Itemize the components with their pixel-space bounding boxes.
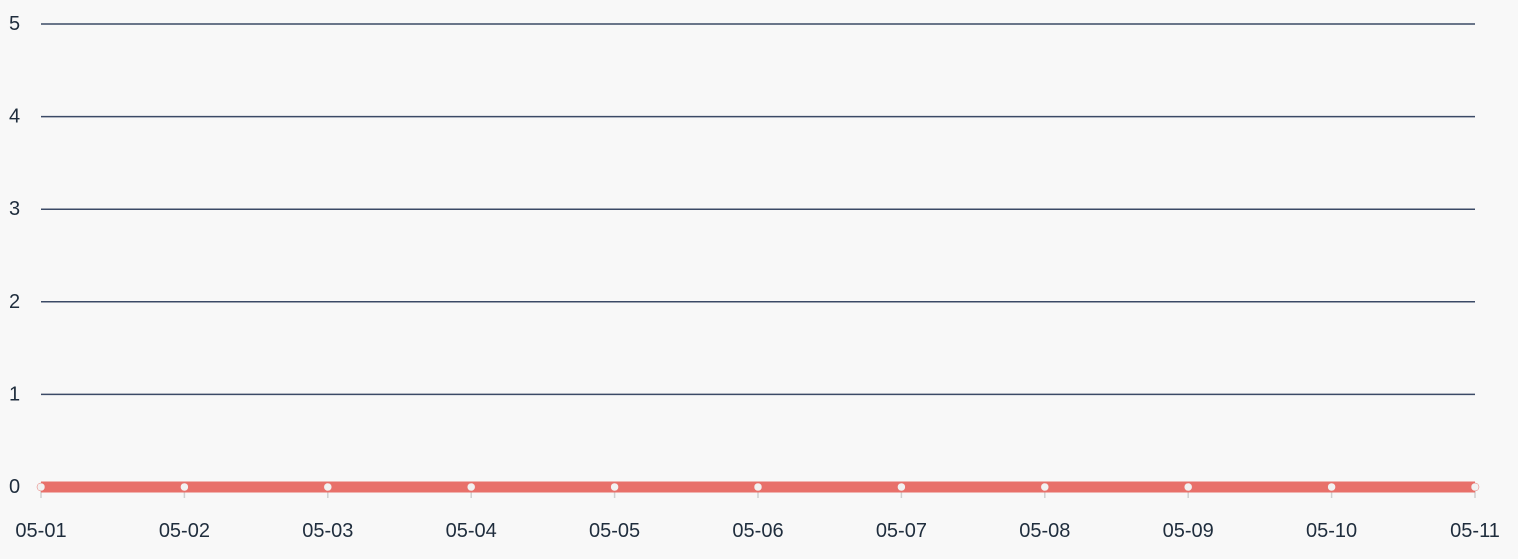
data-points: [36, 482, 1480, 492]
data-point-05-04[interactable]: [466, 482, 476, 492]
x-tick-label-05-07: 05-07: [876, 520, 927, 542]
data-point-05-09[interactable]: [1183, 482, 1193, 492]
y-axis-labels: 0 1 2 3 4 5: [9, 13, 20, 498]
x-tick-label-05-11: 05-11: [1450, 520, 1500, 542]
data-point-05-10[interactable]: [1327, 482, 1336, 492]
data-point-05-08[interactable]: [1040, 482, 1050, 492]
x-tick-label-05-10: 05-10: [1306, 520, 1357, 542]
y-tick-label-4: 4: [9, 106, 20, 128]
y-tick-label-2: 2: [9, 291, 20, 313]
data-point-05-07[interactable]: [897, 482, 906, 492]
x-tick-label-05-08: 05-08: [1019, 520, 1070, 542]
data-point-05-11[interactable]: [1470, 482, 1480, 492]
x-tick-label-05-03: 05-03: [302, 520, 353, 542]
x-tick-label-05-09: 05-09: [1163, 520, 1214, 542]
x-tick-label-05-06: 05-06: [732, 520, 783, 542]
data-point-05-05[interactable]: [610, 482, 619, 492]
data-point-05-02[interactable]: [180, 482, 189, 492]
x-tick-label-05-02: 05-02: [159, 520, 210, 542]
y-tick-label-0: 0: [9, 476, 20, 498]
y-tick-label-1: 1: [9, 383, 20, 405]
x-tick-label-05-05: 05-05: [589, 520, 640, 542]
data-point-05-03[interactable]: [323, 482, 333, 492]
x-axis-labels: 05-01 05-02 05-03 05-04 05-05 05-06 05-07 05-08…: [15, 520, 1499, 542]
y-tick-label-5: 5: [9, 13, 20, 35]
gridlines: [41, 23, 1475, 396]
y-tick-label-3: 3: [9, 198, 20, 220]
x-tick-label-05-01: 05-01: [15, 520, 66, 542]
data-point-05-01[interactable]: [36, 482, 46, 492]
x-tick-label-05-04: 05-04: [446, 520, 497, 542]
data-point-05-06[interactable]: [753, 482, 763, 492]
